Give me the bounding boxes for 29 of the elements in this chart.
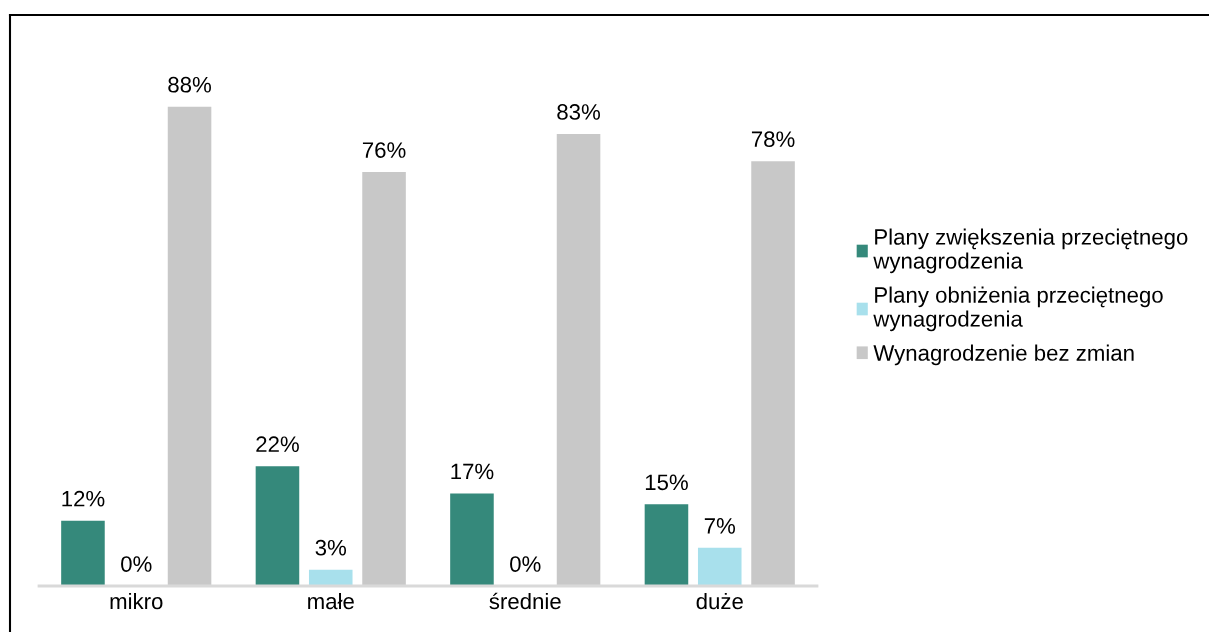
x-tick-label: duże (696, 592, 743, 610)
data-label: 3% (315, 539, 347, 556)
bar (751, 161, 795, 586)
data-label: 15% (645, 474, 688, 491)
legend-label: Plany zwiększenia przeciętnego wynagrodzenia (873, 228, 1188, 274)
x-tick-label: mikro (110, 592, 163, 610)
data-label: 0% (510, 556, 541, 572)
data-label: 78% (751, 131, 795, 148)
legend-label: Wynagrodzenie bez zmian (873, 344, 1134, 366)
x-tick-label: średnie (489, 592, 561, 610)
bar (308, 569, 353, 586)
legend-label: Plany obniżenia przeciętnego wynagrodzenia (873, 286, 1163, 332)
bar (644, 504, 689, 586)
bar (697, 547, 742, 586)
bar (255, 466, 300, 586)
x-tick-label: małe (308, 592, 354, 610)
data-label: 0% (121, 556, 152, 572)
data-label: 88% (168, 76, 211, 93)
data-label: 83% (557, 104, 600, 120)
data-label: 22% (256, 436, 299, 452)
bar (450, 493, 494, 586)
bar (362, 172, 406, 586)
bar (61, 520, 105, 586)
bar (167, 106, 212, 586)
data-label: 76% (362, 142, 406, 158)
data-label: 12% (62, 490, 105, 507)
data-label: 7% (704, 518, 736, 534)
bar (556, 133, 601, 586)
data-label: 17% (451, 463, 494, 480)
